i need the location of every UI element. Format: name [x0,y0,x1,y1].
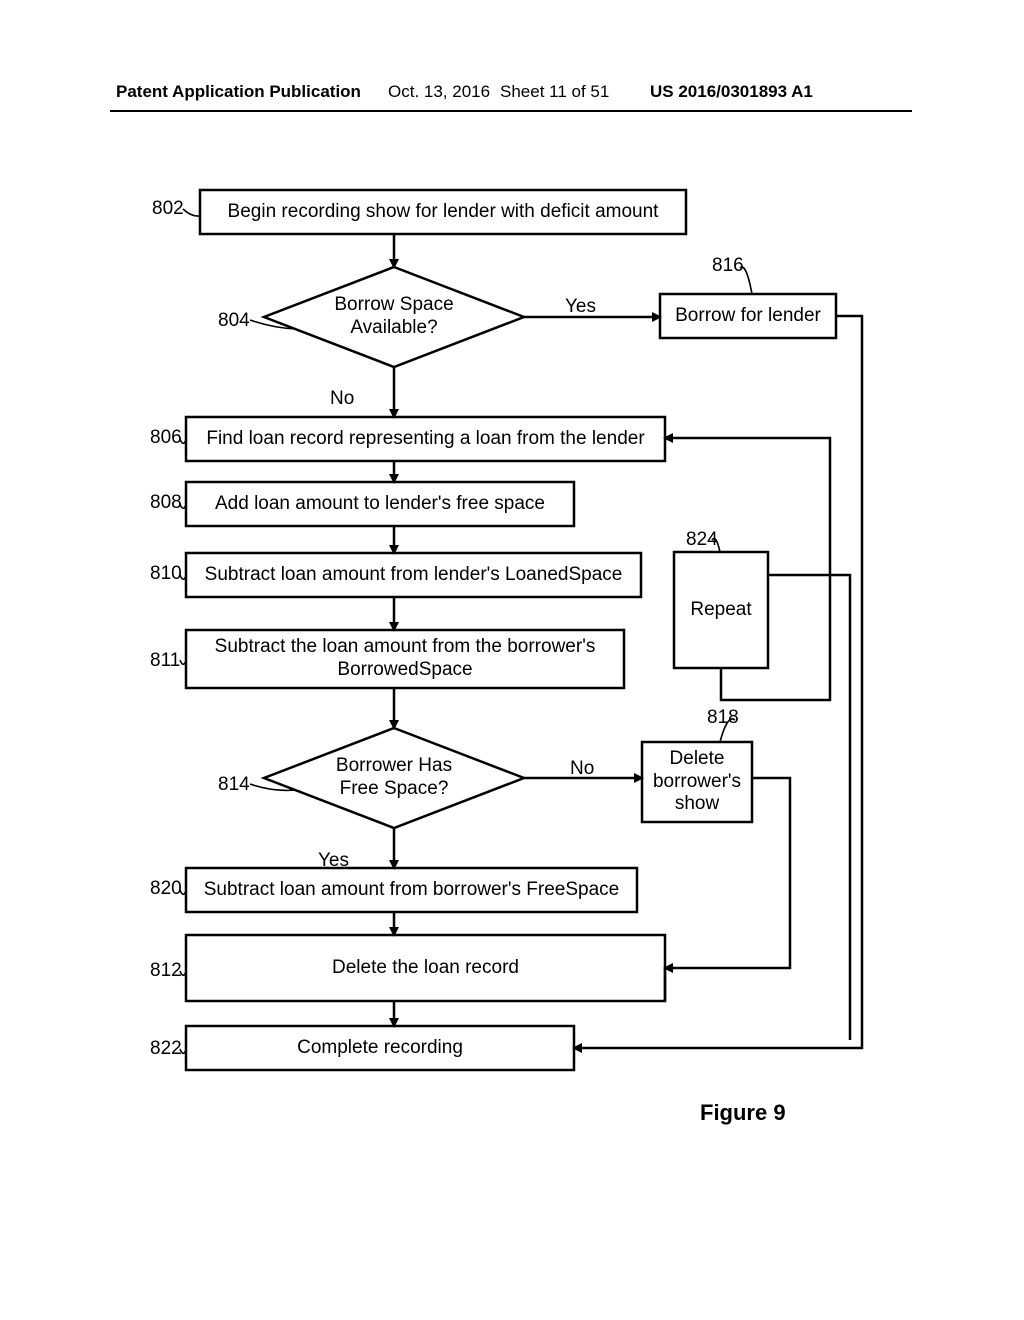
flowchart-svg [0,0,1024,1320]
patent-page: Patent Application Publication Oct. 13, … [0,0,1024,1320]
